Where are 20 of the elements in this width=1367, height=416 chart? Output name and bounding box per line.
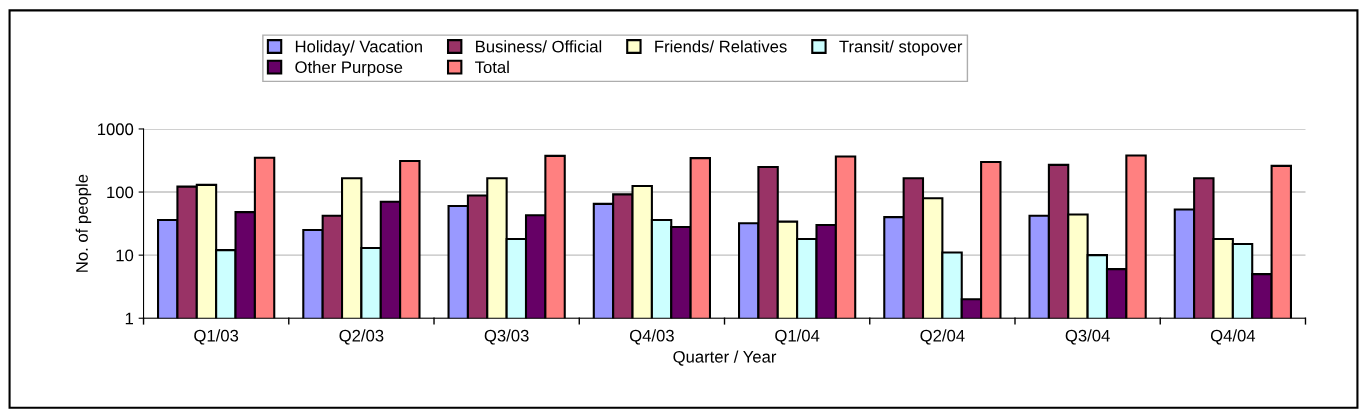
x-tick-label: Q2/03 (339, 329, 384, 345)
x-tick-label: Q4/04 (1210, 329, 1256, 345)
x-tick-label: Q3/03 (484, 329, 529, 345)
y-tick-label: 1 (125, 312, 133, 325)
y-tick-label: 10 (116, 249, 134, 262)
legend-label: Business/ Official (476, 40, 602, 53)
x-tick-label: Q3/04 (1065, 329, 1110, 345)
y-tick-label: 100 (107, 186, 134, 199)
x-tick-label: Q1/04 (775, 329, 820, 345)
legend-label: Other Purpose (295, 60, 403, 77)
legend-label: Transit/ stopover (839, 40, 963, 56)
x-tick-label: Q2/04 (920, 329, 965, 345)
x-tick-label: Q4/03 (629, 329, 674, 345)
legend-label: Holiday/ Vacation (295, 40, 422, 56)
x-tick-label: Q1/03 (194, 329, 239, 345)
y-tick-label: 1000 (98, 123, 134, 136)
legend-label: Friends/ Relatives (655, 40, 787, 53)
legend-label: Total (475, 60, 509, 74)
y-axis-title: No. of people (75, 174, 92, 272)
x-axis-title: Quarter / Year (673, 350, 777, 366)
